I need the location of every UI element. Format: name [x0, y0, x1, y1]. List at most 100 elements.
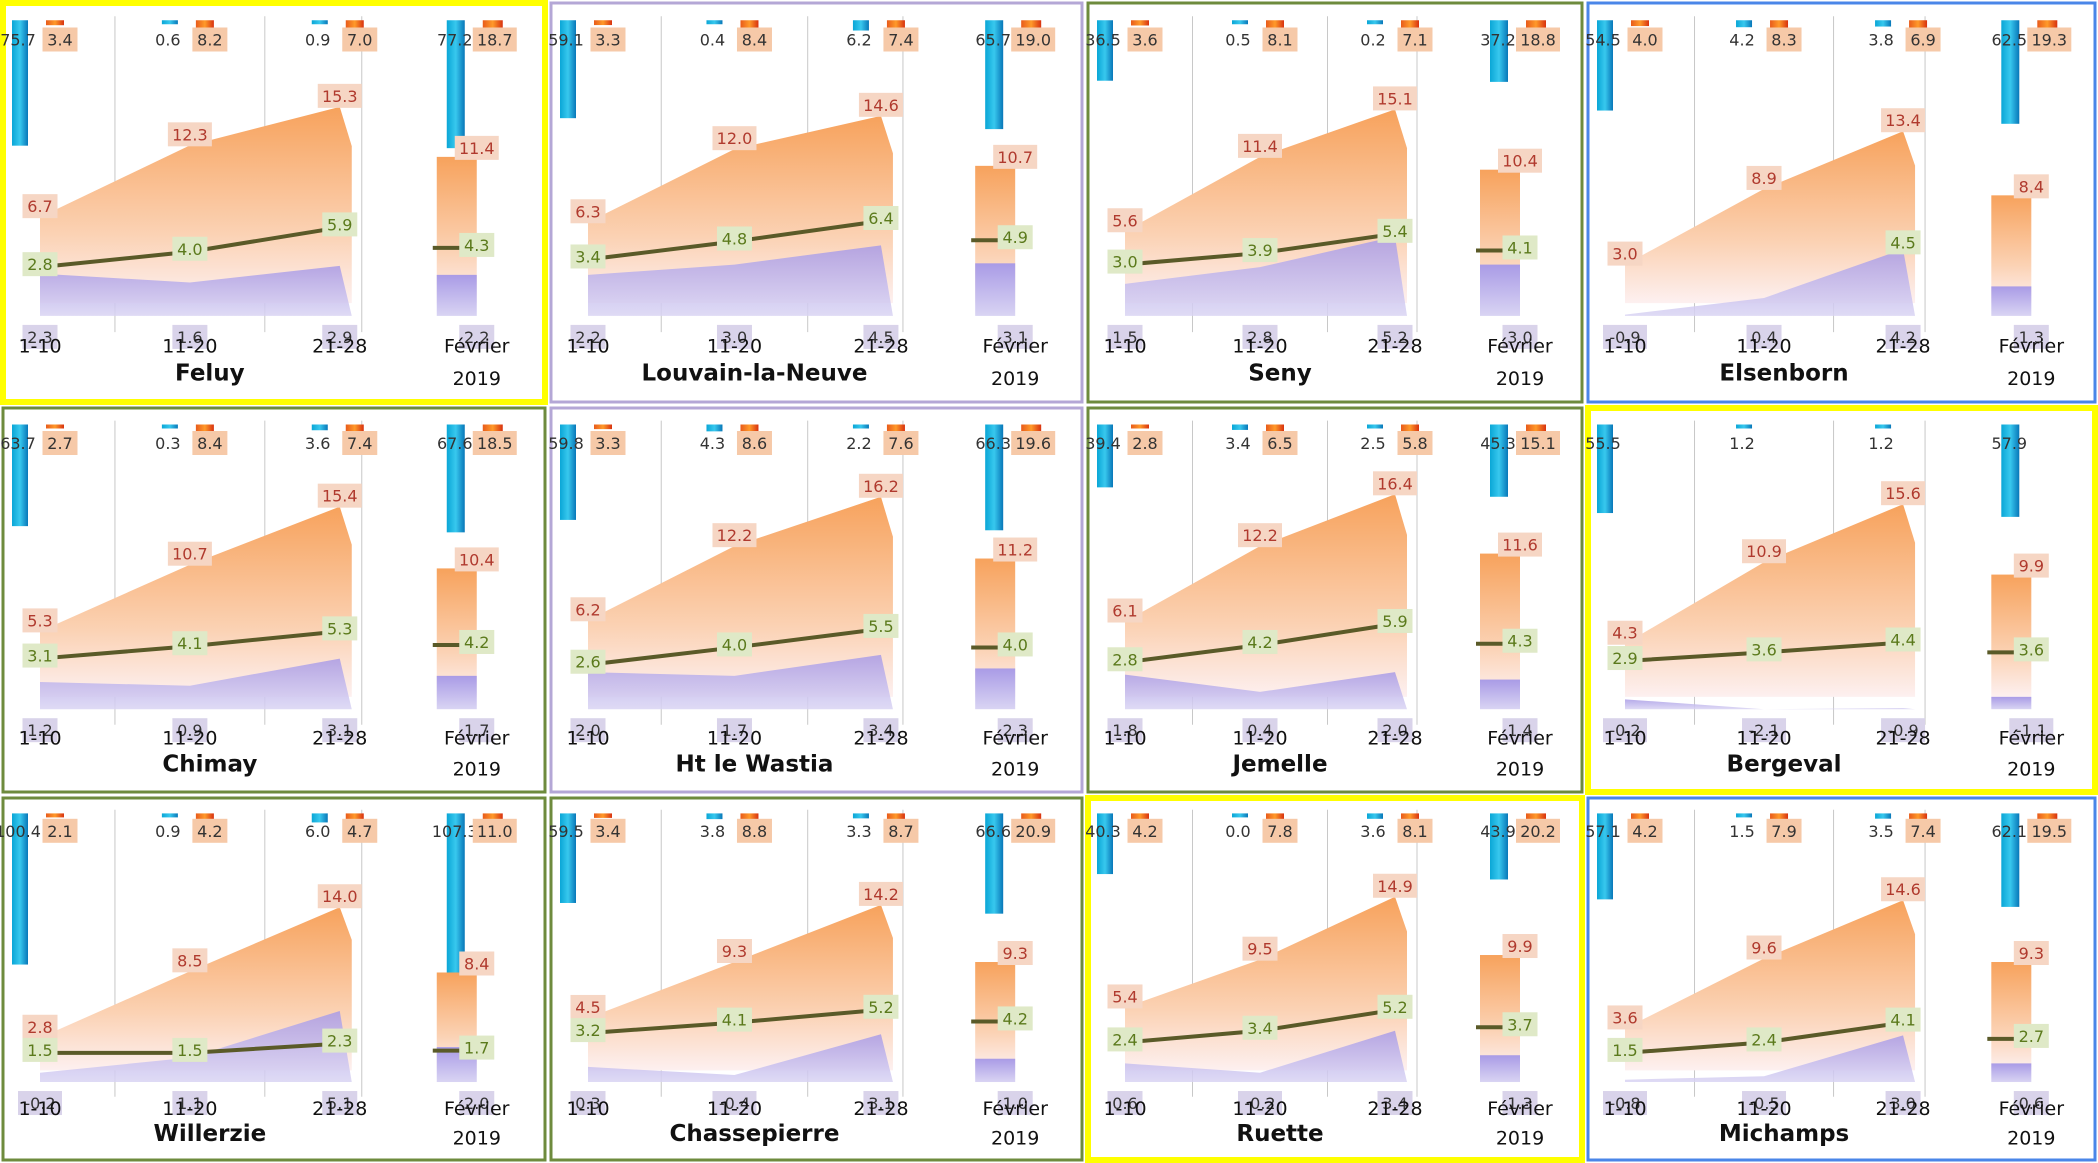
precip-label: 0.4 — [700, 31, 725, 50]
min-temp-label: 5.1 — [327, 1094, 352, 1113]
summary-precip-bar — [985, 424, 1004, 531]
sun-label-bg — [42, 27, 78, 52]
year-label: 2019 — [453, 1128, 501, 1150]
category-tick: 21-28 — [1367, 335, 1422, 357]
max-temp-label: 15.6 — [1885, 484, 1921, 503]
max-temp-label: 9.5 — [1247, 940, 1272, 959]
precip-bar — [1097, 20, 1113, 81]
precip-bar — [12, 20, 28, 146]
summary-min-label: 2.2 — [464, 328, 489, 347]
summary-sun-label: 20.9 — [1015, 822, 1051, 841]
category-tick: 1-10 — [18, 1098, 61, 1120]
min-temp-label-bg — [322, 1091, 358, 1116]
summary-mean-label-bg — [2013, 1023, 2049, 1048]
sun-label-bg — [192, 431, 228, 455]
min-temp-label-bg — [172, 718, 208, 743]
station-chart-svg: 75.7 0.6 0.9 3.4 8.2 7.0 77.2 18.7 6.7 12.3 15.3 11… — [0, 0, 548, 405]
min-temp-label-bg — [1242, 718, 1278, 743]
sun-bar — [1770, 813, 1789, 824]
min-temp-label-bg — [1107, 1091, 1143, 1116]
panel-border — [1, 406, 547, 794]
summary-sun-label: 19.0 — [1015, 31, 1051, 50]
mean-temp-label-bg — [1607, 646, 1643, 671]
precip-bar — [852, 424, 869, 429]
min-temp-label-bg — [1238, 1091, 1282, 1116]
precip-bar — [1597, 20, 1613, 111]
panel-border — [1586, 1, 2097, 404]
precip-label: 4.3 — [700, 434, 725, 453]
sun-bar — [345, 813, 364, 820]
mean-temp-label-bg — [1377, 994, 1413, 1019]
summary-max-label-bg — [997, 941, 1033, 966]
period-label: Février — [1487, 335, 1553, 357]
summary-max-temp-bar — [1991, 574, 2032, 697]
precip-label: 0.5 — [1225, 31, 1250, 50]
max-temp-label-bg — [22, 1014, 58, 1039]
sun-label-bg — [1397, 27, 1433, 52]
sun-label-bg — [1905, 818, 1941, 843]
max-temp-label-bg — [858, 881, 903, 906]
precip-bar — [1232, 20, 1248, 25]
sun-label: 8.1 — [1402, 822, 1427, 841]
station-name: Chimay — [162, 752, 257, 778]
summary-min-label-bg — [2009, 718, 2054, 743]
summary-precip-bar — [985, 20, 1004, 130]
summary-mean-label-bg — [1502, 628, 1538, 653]
mean-temp-label: 4.8 — [722, 230, 747, 249]
category-tick: 11-20 — [162, 1098, 217, 1120]
mean-temp-label-bg — [1377, 608, 1413, 633]
summary-precip-bar — [446, 20, 465, 149]
sun-label: 5.8 — [1402, 434, 1427, 453]
mean-temp-label-bg — [322, 212, 358, 237]
category-tick: 11-20 — [1736, 335, 1791, 357]
station-name: Feluy — [175, 361, 245, 387]
mean-temp-label-bg — [863, 994, 899, 1019]
sun-label-bg — [1627, 818, 1663, 843]
precip-bar — [560, 424, 576, 520]
max-temp-label-bg — [22, 194, 58, 219]
mean-temp-label: 2.4 — [1751, 1030, 1776, 1049]
summary-precip-bar — [446, 424, 465, 533]
min-temp-label-bg — [1107, 324, 1143, 349]
max-temp-label-bg — [317, 884, 362, 909]
summary-precip-bar — [2001, 20, 2020, 124]
mean-temp-label-bg — [863, 205, 899, 230]
mean-temp-label-bg — [22, 252, 58, 277]
mean-temp-label: 3.4 — [1247, 1019, 1272, 1038]
min-temp-label-bg — [716, 718, 752, 743]
min-temp-label: 3.0 — [1890, 1094, 1915, 1113]
max-temp-area — [40, 106, 352, 304]
max-temp-label: 3.0 — [1612, 245, 1637, 264]
max-temp-label-bg — [712, 523, 757, 548]
min-temp-label: 1.6 — [177, 328, 202, 347]
mean-temp-label-bg — [716, 632, 752, 657]
summary-min-label-bg — [997, 718, 1033, 743]
station-chart-svg: 59.8 4.3 2.2 3.3 8.6 7.6 66.3 19.6 6.2 12.2 16.2 11… — [548, 406, 1084, 794]
precip-bar — [1736, 813, 1753, 818]
min-temp-label: 4.5 — [868, 328, 893, 347]
category-tick: 11-20 — [707, 335, 762, 357]
summary-max-label-bg — [1498, 148, 1542, 173]
summary-mean-label: 3.6 — [2019, 640, 2044, 659]
precip-label: 0.3 — [155, 434, 180, 453]
precip-bar — [311, 424, 328, 431]
mean-temp-label-bg — [22, 643, 58, 668]
category-tick: 11-20 — [1232, 335, 1287, 357]
min-temp-area — [40, 658, 352, 710]
summary-max-label-bg — [454, 135, 499, 160]
station-panel-jemelle: 39.4 3.4 2.5 2.8 6.5 5.8 45.3 15.1 6.1 12.2 16.4 11… — [1085, 405, 1585, 795]
summary-sun-label: 18.5 — [477, 434, 513, 453]
sun-label: 7.4 — [1910, 822, 1935, 841]
max-temp-label: 12.2 — [717, 526, 753, 545]
sun-bar — [1131, 20, 1149, 26]
min-temp-label: -2.1 — [1748, 721, 1779, 740]
summary-precip-label: 62.1 — [1991, 822, 2027, 841]
sun-label: 2.8 — [1132, 434, 1157, 453]
max-temp-label: 6.1 — [1112, 602, 1137, 621]
summary-max-label-bg — [2013, 174, 2049, 199]
summary-max-label-bg — [993, 144, 1038, 169]
panel-border — [1, 796, 547, 1162]
sun-bar — [1266, 424, 1284, 434]
summary-min-label: 3.0 — [1507, 328, 1532, 347]
min-temp-label: 2.0 — [1382, 721, 1407, 740]
